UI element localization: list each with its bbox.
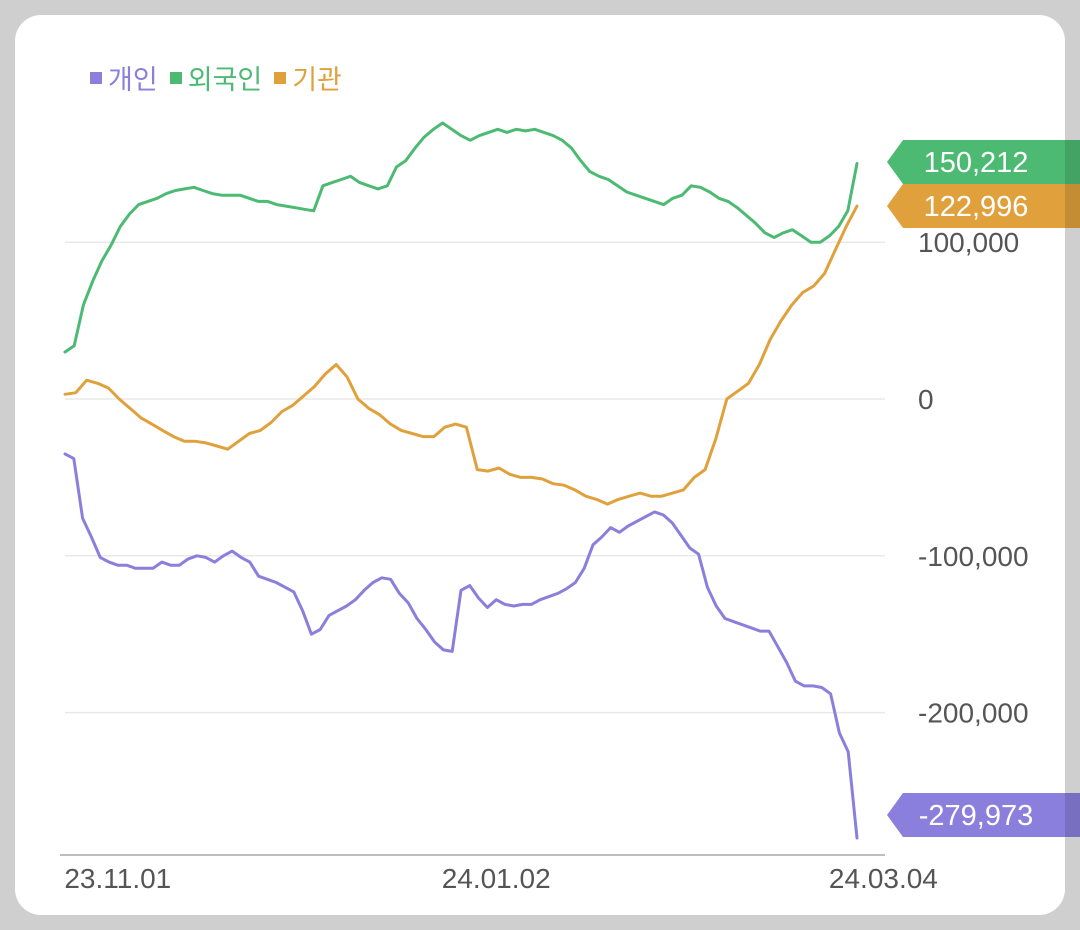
y-tick-label-3: -200,000 xyxy=(918,698,1029,729)
value-tags: -279,973 150,212 122,996 xyxy=(887,140,1080,837)
value-tag-foreign: 150,212 xyxy=(887,140,1080,184)
value-tag-bg-individual xyxy=(887,793,1080,837)
y-tick-label-2: -100,000 xyxy=(918,541,1029,572)
series-line-individual xyxy=(63,452,859,840)
value-tag-label-foreign: 150,212 xyxy=(924,147,1029,179)
legend-item-foreign[interactable]: 외국인 xyxy=(169,58,263,97)
legend-swatch-foreign xyxy=(169,71,182,84)
x-tick-label-2: 24.03.04 xyxy=(829,863,938,894)
legend-item-individual[interactable]: 개인 xyxy=(90,58,158,97)
value-tag-edge-individual xyxy=(1065,793,1080,837)
y-tick-label-0: 100,000 xyxy=(918,227,1019,258)
axes: 100,000 0 -100,000 -200,000 23.11.01 24.01.02… xyxy=(60,227,1029,894)
legend-swatch-individual xyxy=(90,71,102,84)
value-tag-bg-institution xyxy=(887,184,1080,228)
value-tag-edge-institution xyxy=(1065,184,1080,228)
y-tick-label-1: 0 xyxy=(918,384,934,415)
value-tag-bg-foreign xyxy=(887,140,1080,184)
value-tag-institution: 122,996 xyxy=(887,184,1080,228)
legend-item-institution[interactable]: 기관 xyxy=(274,58,342,97)
value-tag-individual: -279,973 xyxy=(887,793,1080,837)
x-tick-label-1: 24.01.02 xyxy=(442,863,551,894)
chart-legend: 개인 외국인 기관 xyxy=(90,58,342,97)
legend-swatch-institution xyxy=(274,71,287,84)
legend-label-institution: 기관 xyxy=(292,65,342,96)
series-lines xyxy=(63,121,859,840)
legend-label-individual: 개인 xyxy=(108,65,158,96)
x-tick-label-0: 23.11.01 xyxy=(64,863,171,894)
value-tag-edge-foreign xyxy=(1065,140,1080,184)
gridlines xyxy=(65,241,885,714)
legend-label-foreign: 외국인 xyxy=(187,65,263,96)
series-line-institution xyxy=(63,204,859,506)
value-tag-label-institution: 122,996 xyxy=(924,191,1029,223)
value-tag-label-individual: -279,973 xyxy=(919,800,1034,832)
series-line-foreign xyxy=(63,121,859,354)
